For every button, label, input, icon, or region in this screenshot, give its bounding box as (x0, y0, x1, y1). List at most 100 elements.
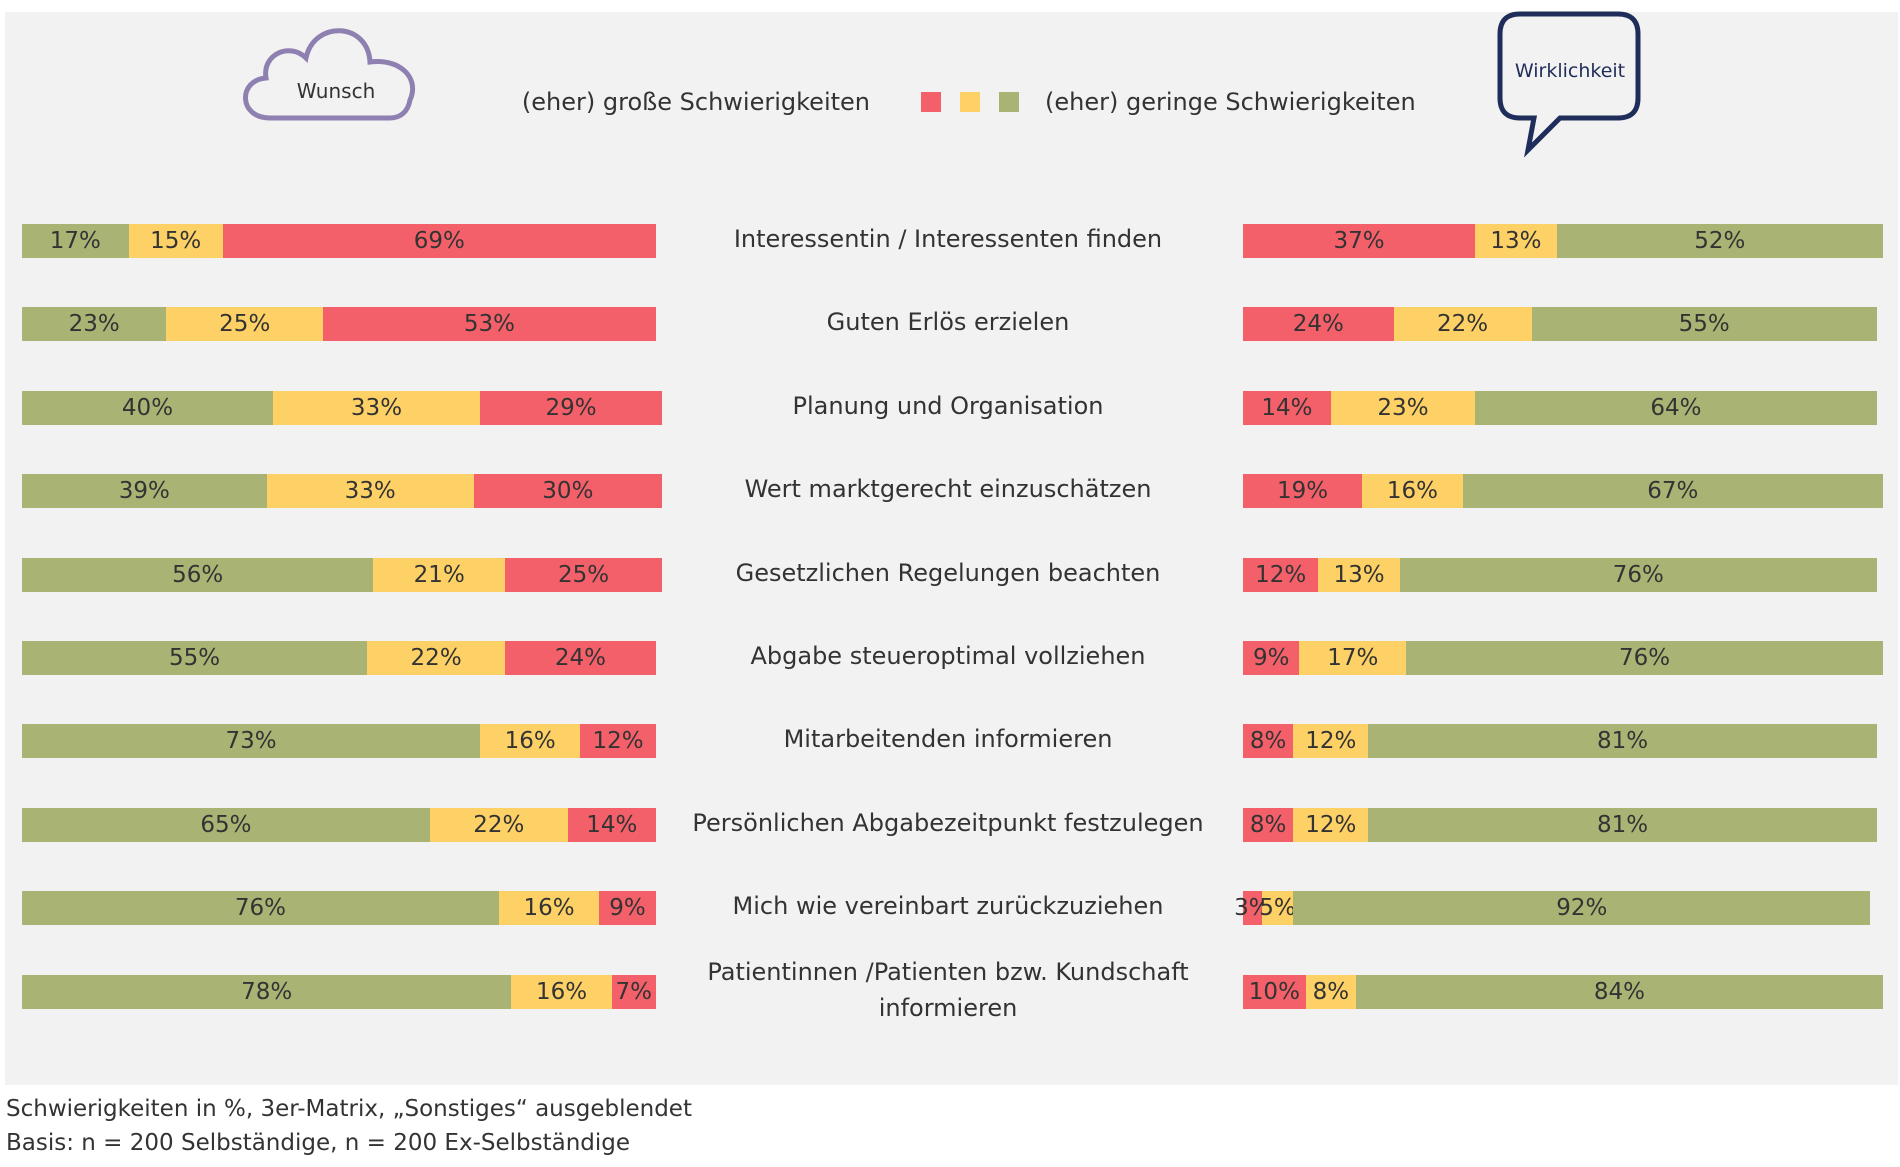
data-label: 56% (172, 561, 224, 588)
bar-segment: 9% (599, 891, 656, 926)
bar-segment: 12% (1293, 724, 1369, 759)
data-label: 37% (1333, 228, 1385, 254)
data-label: 73% (225, 728, 277, 755)
bar-segment: 17% (1299, 641, 1407, 675)
bar-segment: 67% (1462, 474, 1883, 509)
bar-segment: 16% (511, 974, 612, 1009)
legend-swatch (921, 92, 941, 112)
bar-segment: 33% (272, 390, 481, 425)
bar-segment: 53% (323, 307, 656, 342)
bar-segment: 22% (1393, 307, 1532, 342)
data-label: 33% (344, 478, 396, 505)
data-label: 25% (557, 561, 610, 588)
category-label: Wert marktgerecht einzuschätzen (744, 475, 1152, 504)
data-label: 30% (542, 478, 594, 505)
data-label: 12% (1305, 811, 1357, 838)
bar-segment: 30% (473, 474, 662, 509)
category-label: Mitarbeitenden informieren (783, 725, 1113, 754)
data-label: 92% (1556, 895, 1608, 922)
data-label: 12% (592, 728, 644, 755)
bar-segment: 25% (505, 557, 662, 592)
data-label: 15% (150, 228, 202, 254)
data-label: 23% (68, 311, 120, 338)
speech-bubble-icon (1497, 11, 1641, 158)
bar-segment: 21% (373, 557, 506, 592)
bar-segment: 37% (1243, 224, 1476, 258)
data-label: 53% (463, 311, 515, 338)
data-label: 84% (1593, 978, 1646, 1005)
category-label: Abgabe steueroptimal vollziehen (750, 642, 1146, 670)
data-label: 24% (1292, 311, 1344, 338)
panel-name: Wirklichkeit (1515, 60, 1625, 82)
bar-segment: 69% (222, 224, 656, 258)
bar-segment: 8% (1243, 807, 1294, 842)
category-label: Planung und Organisation (792, 391, 1104, 420)
bar-segment: 76% (1406, 641, 1883, 675)
data-label: 67% (1647, 478, 1699, 505)
data-label: 16% (504, 728, 556, 755)
data-label: 9% (1252, 645, 1290, 671)
bar-segment: 8% (1305, 974, 1356, 1009)
data-label: 78% (241, 978, 293, 1005)
legend-label: (eher) geringe Schwierigkeiten (1045, 88, 1416, 116)
bar-segment: 12% (580, 724, 656, 759)
bar-segment: 16% (1362, 474, 1463, 509)
bar-segment: 12% (1243, 557, 1319, 592)
data-label: 81% (1597, 728, 1649, 755)
bar-segment: 73% (22, 724, 481, 759)
data-label: 76% (1612, 561, 1664, 588)
data-label: 76% (1618, 645, 1671, 671)
category-label: Gesetzlichen Regelungen beachten (735, 558, 1161, 587)
data-label: 55% (1678, 311, 1730, 338)
bar-segment: 52% (1556, 224, 1883, 258)
data-label: 22% (473, 811, 525, 838)
bar-segment: 78% (22, 974, 512, 1009)
bar-segment: 8% (1243, 724, 1294, 759)
cloud-icon (243, 28, 416, 121)
bar-segment: 25% (166, 307, 324, 342)
data-label: 8% (1249, 728, 1287, 755)
data-label: 12% (1305, 728, 1357, 755)
data-label: 8% (1249, 811, 1287, 838)
icons: Wunsch Wirklichkeit (243, 11, 1641, 158)
bar-segment: 39% (22, 474, 267, 509)
bar-segment: 5% (1259, 891, 1296, 926)
data-label: 5% (1259, 895, 1296, 922)
data-label: 24% (554, 645, 606, 671)
data-label: 69% (413, 228, 465, 254)
data-label: 22% (1437, 311, 1489, 338)
data-label: 14% (1261, 394, 1313, 421)
data-label: 55% (168, 645, 221, 671)
bar-segment: 17% (22, 224, 129, 258)
legend-swatch (960, 92, 980, 112)
bar-segment: 15% (128, 224, 223, 258)
legend-label: (eher) große Schwierigkeiten (521, 88, 870, 116)
bar-segment: 14% (567, 807, 656, 842)
bar-segment: 9% (1243, 641, 1300, 675)
data-label: 81% (1597, 811, 1649, 838)
data-label: 19% (1277, 478, 1329, 505)
bar-segment: 22% (367, 641, 506, 675)
bar-segment: 81% (1368, 807, 1877, 842)
data-label: 13% (1490, 228, 1542, 254)
legend-swatch (999, 92, 1019, 112)
data-label: 22% (410, 645, 462, 671)
data-label: 25% (219, 311, 271, 338)
bar-segment: 13% (1318, 557, 1400, 592)
category-label: Interessentin / Interessenten finden (733, 225, 1163, 253)
data-label: 13% (1333, 561, 1385, 588)
bar-segment: 65% (22, 807, 430, 842)
bar-segment: 56% (22, 557, 374, 592)
category-label: Mich wie vereinbart zurückzuziehen (732, 892, 1164, 921)
data-label: 40% (121, 394, 174, 421)
data-label: 10% (1248, 978, 1300, 1005)
bar-segment: 12% (1293, 807, 1369, 842)
bar-segment: 24% (1243, 307, 1394, 342)
data-label: 16% (536, 978, 588, 1005)
data-label: 29% (545, 394, 597, 421)
bar-segment: 64% (1475, 390, 1877, 425)
data-label: 23% (1377, 394, 1429, 421)
data-label: 17% (49, 228, 101, 254)
data-label: 64% (1650, 394, 1702, 421)
bar-segment: 76% (1399, 557, 1877, 592)
